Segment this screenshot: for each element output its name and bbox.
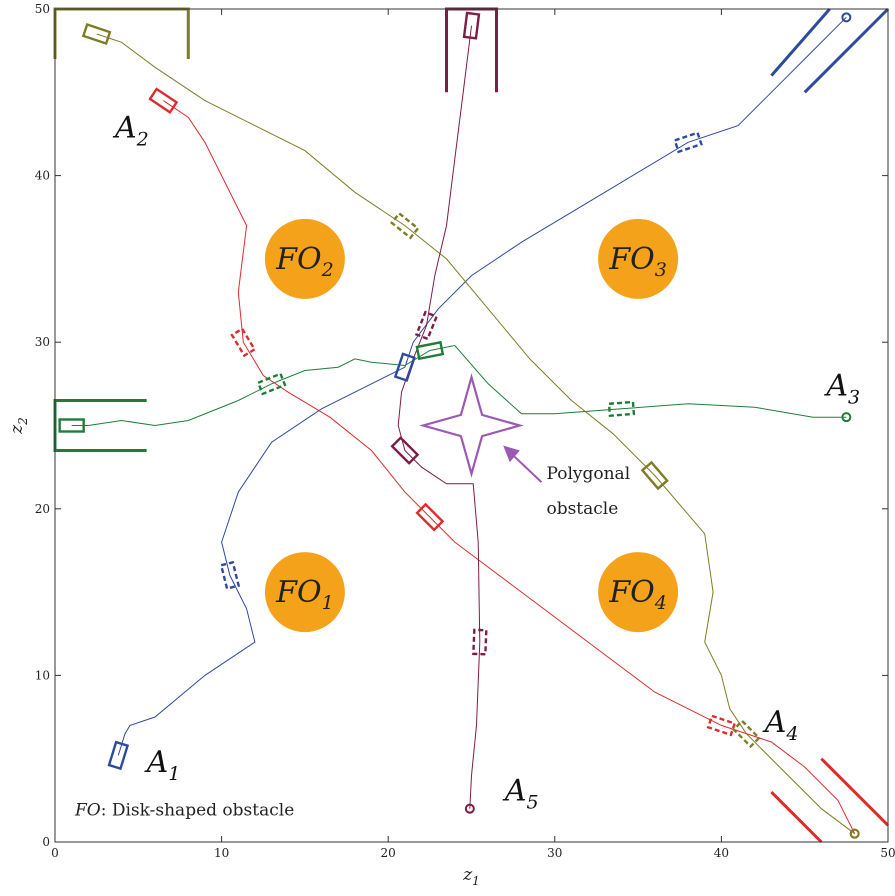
disk-obstacle-label-sub: 3 [655,259,667,281]
start-zone-bracket [803,7,890,94]
agent-goal-marker [849,828,860,839]
y-tick-label: 10 [35,668,50,682]
trajectory-line [163,100,856,834]
agent-goal-marker [841,412,852,423]
vehicle-footprint [256,372,287,396]
y-tick-label: 40 [35,169,50,183]
agent-label-sub: 2 [136,128,149,150]
agent-label: A5 [502,773,539,813]
vehicle-footprint [230,327,257,358]
x-tick-label: 20 [381,846,396,860]
y-tick-label: 30 [35,335,50,349]
agent-label: A2 [112,110,149,150]
vehicle-footprint [107,740,130,771]
vehicle-footprint [607,400,636,418]
x-tick-label: 40 [714,846,729,860]
y-axis-label: z2 [7,417,30,435]
polygon-annotation-line1: Polygonal [546,464,630,484]
vehicle-footprint [58,418,85,433]
agent-label: A3 [823,369,860,409]
tick-layer: 0 10 20 30 40 50 0 10 20 30 40 50 [35,2,895,860]
y-tick-label: 0 [42,835,50,849]
x-tick-label: 0 [51,846,59,860]
trajectory-line [71,344,847,427]
y-tick-label: 50 [35,2,50,16]
start-zone-bracket [770,8,831,77]
agent-label-sub: 4 [785,723,798,745]
x-tick-label: 30 [547,846,562,860]
disk-obstacle-label-sub: 2 [321,259,334,281]
agent-label: A4 [762,705,799,745]
start-zone-bracket [445,7,498,93]
x-tick-label: 10 [214,846,229,860]
agent-label-sub: 1 [168,763,180,785]
vehicle-footprint [462,11,481,40]
disk-obstacle [264,552,345,633]
polygon-annotation-arrow [510,453,543,483]
agent-label-sub: 3 [848,387,860,409]
polygon-annotation-line2: obstacle [546,499,618,519]
vehicle-footprint [731,719,761,749]
start-zone-bracket [820,757,890,827]
disk-obstacle [598,218,679,299]
start-zone-bracket [53,399,147,452]
disk-obstacle-label-sub: 4 [654,592,667,614]
disk-obstacle-label-sub: 1 [322,592,334,614]
start-zone-bracket [53,7,190,59]
vehicle-footprint [415,340,445,361]
vehicle-footprint [640,460,669,491]
agent-goal-marker [841,12,852,23]
polygon-annotation-arrowhead [503,445,520,463]
start-zone-bracket [770,790,823,844]
vehicle-footprint [390,436,420,465]
y-tick-label: 20 [35,502,50,516]
disk-obstacle [598,552,679,633]
vehicle-footprint [81,22,112,45]
trajectory-layer [71,16,856,835]
x-tick-label: 50 [880,846,895,860]
vehicle-footprint [393,352,416,382]
agent-label: A1 [144,745,181,785]
trajectory-line [96,33,856,835]
x-axis-label: z1 [462,865,480,888]
vehicle-footprint [415,502,445,532]
vehicle-footprint [219,560,241,590]
agent-label-sub: 5 [526,791,538,813]
plot-frame [54,8,889,843]
vehicle-footprint [148,87,179,114]
trajectory-line [397,25,481,809]
agent-goal-marker [464,803,475,814]
vehicle-footprint [673,131,703,154]
agent-marker-layer: A1 A2 A3 A4 A5 [53,7,890,844]
polygonal-obstacle [419,373,524,478]
disk-obstacle [264,218,345,299]
obstacle-legend-note: FO: Disk-shaped obstacle [74,800,294,820]
label-layer: z1 z2 Polygonal obstacle FO: Disk-shaped… [7,417,630,888]
trajectory-line [117,16,847,756]
